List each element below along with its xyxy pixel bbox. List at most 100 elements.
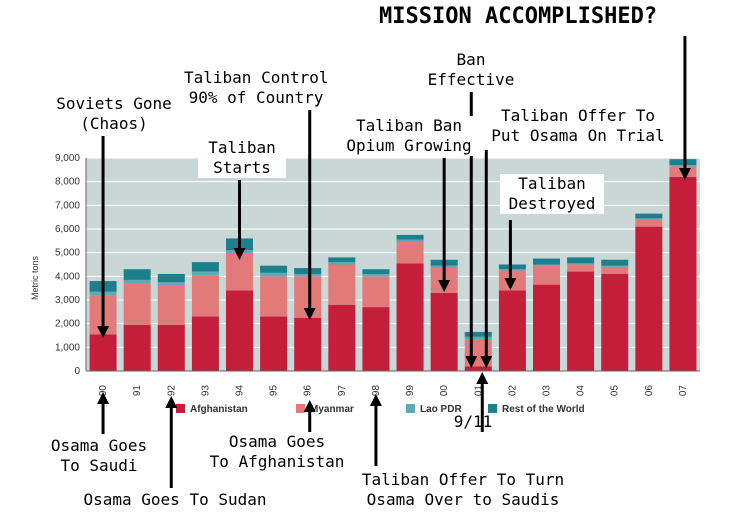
annotation-osama-afghanistan: Osama Goes To Afghanistan xyxy=(204,432,350,472)
legend: Afghanistan Myanmar Lao PDR Rest of the Wor… xyxy=(176,404,585,415)
bar-92-myanmar xyxy=(157,285,185,325)
annotation-taliban-starts: Taliban Starts xyxy=(198,138,286,178)
bar-92-afghanistan xyxy=(157,324,185,371)
arrow-nine-eleven-head xyxy=(476,372,489,384)
annotation-offer-trial: Taliban Offer To Put Osama On Trial xyxy=(486,106,670,146)
y-axis: 0 1,000 2,000 3,000 4,000 5,000 6,000 7,000 8,00… xyxy=(55,153,700,377)
x-tick-label-96: 96 xyxy=(303,385,314,397)
y-tick-label: 9,000 xyxy=(55,153,80,164)
x-tick-label-93: 93 xyxy=(200,385,211,397)
bar-93-lao-pdr xyxy=(191,271,219,276)
x-tick-label-92: 92 xyxy=(166,385,177,397)
bar-91-afghanistan xyxy=(123,324,151,371)
arrow-osama-afghanistan-head xyxy=(303,400,316,412)
y-tick-label: 5,000 xyxy=(55,248,80,259)
bar-05-afghanistan xyxy=(601,273,629,371)
arrow-osama-saudi-head xyxy=(97,392,110,404)
y-tick-label: 7,000 xyxy=(55,200,80,211)
y-tick-label: 8,000 xyxy=(55,177,80,188)
x-tick-label-95: 95 xyxy=(269,385,280,397)
bar-07-rest-of-the-world xyxy=(669,159,697,166)
bar-05-rest-of-the-world xyxy=(601,259,629,266)
annotation-ban-effective: Ban Effective xyxy=(424,50,518,90)
arrow-ban-effective-head xyxy=(465,356,478,368)
bar-04-lao-pdr xyxy=(567,263,595,265)
bar-05-lao-pdr xyxy=(601,265,629,267)
annotation-osama-sudan: Osama Goes To Sudan xyxy=(78,490,272,510)
bar-95-rest-of-the-world xyxy=(260,265,288,273)
gridlines xyxy=(86,157,700,372)
arrow-taliban-control-head xyxy=(303,308,316,320)
bar-07-lao-pdr xyxy=(669,165,697,167)
bar-93-rest-of-the-world xyxy=(191,262,219,272)
arrow-soviets-gone-head xyxy=(97,326,110,338)
bar-91-rest-of-the-world xyxy=(123,269,151,280)
arrow-osama-afghanistan xyxy=(303,400,316,432)
annotation-nine-eleven: 9/11 xyxy=(453,412,493,431)
bar-07-afghanistan xyxy=(669,176,697,371)
annotation-arrows xyxy=(97,36,691,488)
annotation-taliban-control: Taliban Control 90% of Country xyxy=(182,68,330,108)
bar-96-rest-of-the-world xyxy=(294,268,322,274)
bar-99-rest-of-the-world xyxy=(396,234,424,240)
legend-label-afghanistan: Afghanistan xyxy=(190,404,248,415)
bar-03-afghanistan xyxy=(533,284,560,371)
bar-98-rest-of-the-world xyxy=(362,269,390,274)
x-tick-label-03: 03 xyxy=(542,385,553,397)
bar-01-afghanistan xyxy=(464,366,492,371)
bar-99-lao-pdr xyxy=(396,239,424,243)
y-axis-label: Metric tons xyxy=(30,255,40,300)
x-tick-label-04: 04 xyxy=(576,385,587,397)
x-tick-label-05: 05 xyxy=(610,385,621,397)
y-tick-label: 6,000 xyxy=(55,224,80,235)
bar-03-myanmar xyxy=(533,265,560,285)
arrow-taliban-destroyed-head xyxy=(504,278,517,290)
annotation-offer-turn-over: Taliban Offer To Turn Osama Over to Saud… xyxy=(356,470,570,510)
bar-04-myanmar xyxy=(567,264,595,272)
bar-97-rest-of-the-world xyxy=(328,257,356,263)
legend-label-myanmar: Myanmar xyxy=(310,404,354,415)
bar-03-lao-pdr xyxy=(533,264,560,266)
bar-02-rest-of-the-world xyxy=(498,264,526,270)
x-tick-label-90: 90 xyxy=(98,385,109,397)
arrow-offer-turn-over-head xyxy=(369,394,382,406)
arrow-offer-trial xyxy=(480,150,493,368)
x-tick-label-91: 91 xyxy=(132,385,143,397)
bar-97-myanmar xyxy=(328,264,356,305)
annotation-taliban-destroyed: Taliban Destroyed xyxy=(500,174,604,214)
legend-swatch-rest-of-the-world xyxy=(488,404,497,413)
arrow-offer-trial-head xyxy=(480,356,493,368)
arrow-taliban-destroyed xyxy=(504,220,517,290)
bar-04-afghanistan xyxy=(567,271,595,371)
bar-98-afghanistan xyxy=(362,307,390,371)
x-tick-label-02: 02 xyxy=(507,385,518,397)
x-tick-label-07: 07 xyxy=(678,385,689,397)
x-tick-label-97: 97 xyxy=(337,385,348,397)
bar-98-lao-pdr xyxy=(362,273,390,277)
x-tick-label-01: 01 xyxy=(473,385,484,397)
x-tick-label-94: 94 xyxy=(235,385,246,397)
chart-title: MISSION ACCOMPLISHED? xyxy=(379,4,658,29)
bar-93-afghanistan xyxy=(191,316,219,371)
legend-swatch-afghanistan xyxy=(176,404,185,413)
bar-99-myanmar xyxy=(396,242,424,264)
bar-95-afghanistan xyxy=(260,316,288,371)
bar-04-rest-of-the-world xyxy=(567,257,595,264)
arrow-offer-turn-over xyxy=(369,394,382,466)
bar-01-lao-pdr xyxy=(464,336,492,340)
x-axis: 90 91 92 93 94 95 96 97 98 99 00 01 02 03 04 05 06 07 xyxy=(98,385,689,397)
bar-92-rest-of-the-world xyxy=(157,273,185,283)
arrow-taliban-ban-head xyxy=(438,280,451,292)
bar-94-afghanistan xyxy=(226,290,253,371)
legend-label-lao-pdr: Lao PDR xyxy=(420,404,462,415)
bar-95-lao-pdr xyxy=(260,272,288,277)
arrow-soviets-gone xyxy=(97,136,110,338)
legend-swatch-myanmar xyxy=(296,404,305,413)
annotation-osama-saudi: Osama Goes To Saudi xyxy=(42,436,156,476)
arrow-osama-sudan-head xyxy=(165,396,178,408)
bar-02-lao-pdr xyxy=(498,269,526,271)
legend-swatch-lao-pdr xyxy=(406,404,415,413)
x-tick-label-00: 00 xyxy=(439,385,450,397)
arrow-taliban-starts xyxy=(233,180,246,260)
bar-91-myanmar xyxy=(123,283,151,325)
